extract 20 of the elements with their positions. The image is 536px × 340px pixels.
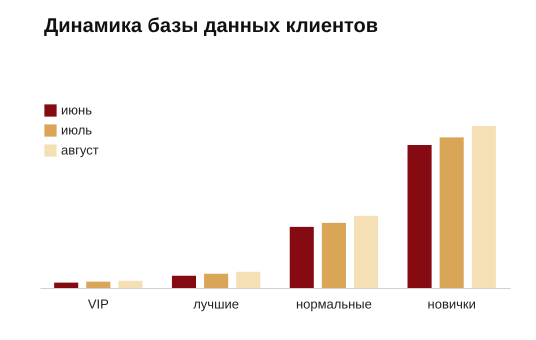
bar	[322, 222, 346, 288]
bar	[290, 226, 314, 288]
legend-label: июль	[61, 122, 92, 138]
x-tick-label: нормальные	[296, 296, 372, 312]
x-tick-label: новички	[428, 296, 476, 312]
legend-label: июнь	[61, 102, 92, 118]
x-tick-label: VIP	[88, 296, 109, 312]
bar	[204, 274, 228, 288]
bar	[86, 282, 110, 288]
bar	[172, 276, 196, 288]
bar	[354, 216, 378, 288]
bar	[236, 272, 260, 288]
x-tick-label: лучшие	[193, 296, 239, 312]
legend-label: август	[61, 142, 99, 158]
bar	[54, 282, 78, 288]
chart-title: Динамика базы данных клиентов	[44, 15, 378, 37]
bar	[440, 137, 464, 288]
bar	[472, 126, 496, 288]
bar	[408, 144, 432, 288]
bar	[118, 280, 142, 288]
